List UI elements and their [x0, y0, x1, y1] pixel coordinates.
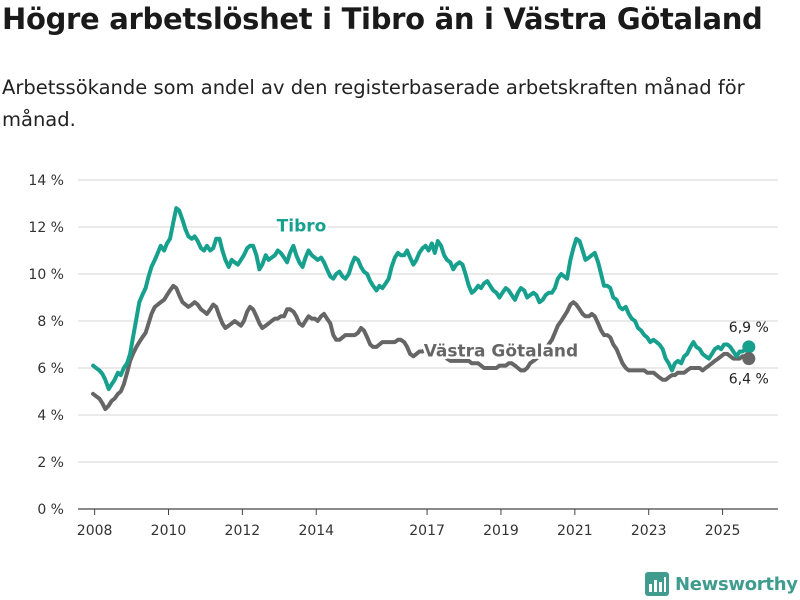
series-line-vastra-gotaland [91, 283, 751, 412]
y-tick-label: 6 % [37, 361, 64, 377]
end-point-marker [742, 352, 756, 366]
y-tick-label: 8 % [37, 314, 64, 330]
x-tick-label: 2023 [631, 523, 667, 539]
series-line-tibro [91, 206, 751, 392]
y-tick-label: 0 % [37, 502, 64, 518]
end-value-label: 6,4 % [729, 372, 769, 388]
end-value-label: 6,9 % [729, 320, 769, 336]
series-label: Västra Götaland [424, 341, 579, 361]
series-label: Tibro [277, 217, 327, 237]
line-chart: 0 % 2 % 4 % 6 % 8 % 10 % 12 % 14 % 2008 2010 2012… [28, 173, 778, 539]
chart-title: Högre arbetslöshet i Tibro än i Västra G… [2, 2, 763, 36]
brand-logo: Newsworthy [645, 570, 798, 598]
x-tick-label: 2017 [409, 523, 445, 539]
y-tick-label: 12 % [28, 220, 64, 236]
x-tick-label: 2019 [483, 523, 519, 539]
y-tick-label: 14 % [28, 173, 64, 189]
x-tick-label: 2021 [557, 523, 593, 539]
end-point-marker [742, 340, 756, 354]
brand-name: Newsworthy [675, 573, 798, 595]
newsworthy-icon [645, 572, 669, 596]
x-tick-label: 2025 [705, 523, 741, 539]
x-tick-label: 2008 [77, 523, 113, 539]
x-tick-label: 2010 [151, 523, 187, 539]
chart-subtitle: Arbetssökande som andel av den registerb… [2, 76, 745, 131]
y-tick-label: 4 % [37, 408, 64, 424]
y-tick-label: 10 % [28, 267, 64, 283]
x-tick-label: 2012 [225, 523, 261, 539]
y-tick-label: 2 % [37, 455, 64, 471]
x-tick-label: 2014 [298, 523, 334, 539]
